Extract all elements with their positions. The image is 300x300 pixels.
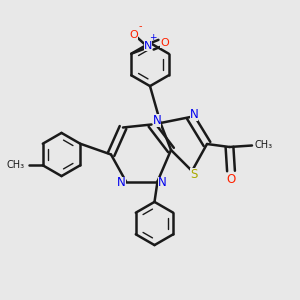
- Text: N: N: [144, 41, 152, 51]
- Text: N: N: [117, 176, 126, 190]
- Text: N: N: [158, 176, 166, 190]
- Text: O: O: [226, 173, 236, 186]
- Text: -: -: [138, 21, 142, 31]
- Text: +: +: [149, 33, 157, 42]
- Text: O: O: [129, 30, 138, 40]
- Text: N: N: [190, 107, 199, 121]
- Text: CH₃: CH₃: [7, 160, 25, 170]
- Text: N: N: [152, 114, 161, 127]
- Text: O: O: [160, 38, 169, 48]
- Text: CH₃: CH₃: [254, 140, 272, 151]
- Text: S: S: [190, 168, 197, 181]
